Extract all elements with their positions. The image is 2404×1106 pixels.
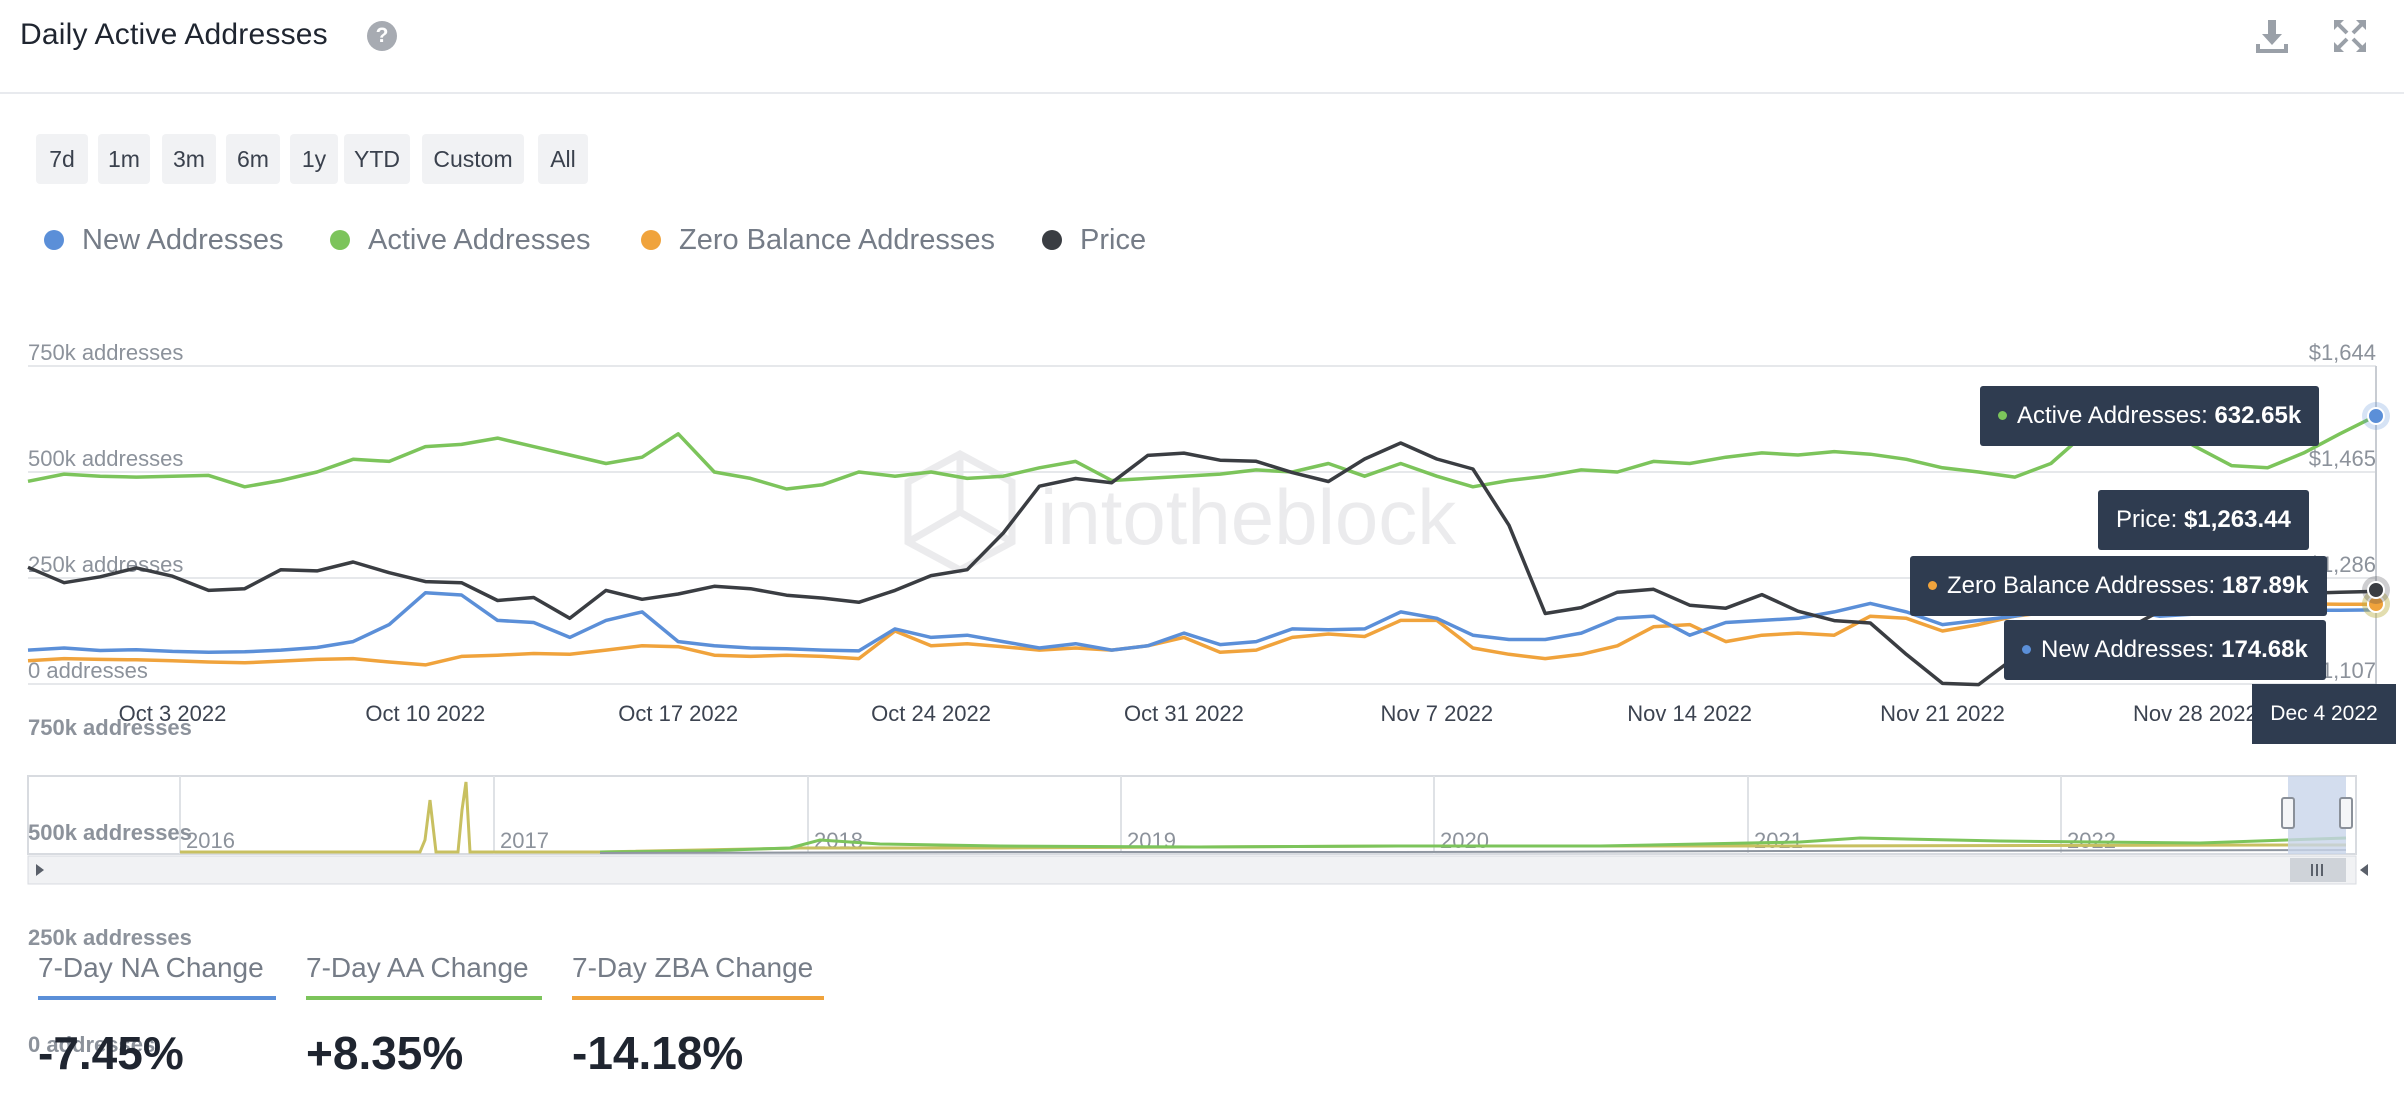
navigator-year-label: 2019 xyxy=(1127,828,1176,853)
tooltip-value: 174.68k xyxy=(2221,636,2308,663)
range-custom-button[interactable]: Custom xyxy=(422,134,524,184)
navigator-series-active xyxy=(599,836,2347,854)
range-6m-button[interactable]: 6m xyxy=(226,134,280,184)
navigator-scrollbar-track xyxy=(27,855,2357,885)
navigator-y-label: 500k addresses xyxy=(28,820,192,845)
legend-zero-balance-addresses[interactable]: Zero Balance Addresses xyxy=(641,224,995,257)
tooltip-dot-icon xyxy=(2022,645,2031,654)
tooltip-value: 187.89k xyxy=(2221,572,2309,599)
navigator-y-label: 0 addresses xyxy=(28,1032,155,1057)
range-ytd-button[interactable]: YTD xyxy=(344,134,410,184)
y-left-tick-label: 750k addresses xyxy=(28,340,183,365)
legend-label: Active Addresses xyxy=(368,224,591,256)
x-tick-label: Oct 31 2022 xyxy=(1124,701,1244,726)
legend-dot-icon xyxy=(330,230,350,250)
tooltip-active-addresses: Active Addresses: 632.65k xyxy=(1980,386,2320,446)
y-left-tick-label: 500k addresses xyxy=(28,446,183,471)
legend-dot-icon xyxy=(641,230,661,250)
marker-point xyxy=(2367,407,2385,425)
stat-zba-change: 7-Day ZBA Change -14.18% xyxy=(572,952,824,1080)
fullscreen-icon[interactable] xyxy=(2328,14,2372,58)
hover-markers xyxy=(2362,366,2390,684)
range-1m-button[interactable]: 1m xyxy=(98,134,150,184)
tooltip-label: New Addresses: xyxy=(2041,636,2215,663)
x-tick-label: Nov 21 2022 xyxy=(1880,701,2005,726)
series-line-zero-balance-addresses xyxy=(27,600,2376,667)
tooltip-label: Zero Balance Addresses: xyxy=(1947,572,2216,599)
series-line-active-addresses xyxy=(27,414,2377,491)
legend-label: Zero Balance Addresses xyxy=(679,224,995,256)
tooltip-zero-balance: Zero Balance Addresses: 187.89k xyxy=(1910,556,2327,616)
stat-aa-change: 7-Day AA Change +8.35% xyxy=(306,952,542,1080)
tooltip-dot-icon xyxy=(1998,411,2007,420)
stat-na-change: 7-Day NA Change -7.45% xyxy=(38,952,276,1080)
tooltip-label: Price: xyxy=(2116,506,2178,533)
navigator-year-label: 2017 xyxy=(500,828,549,853)
legend-label: New Addresses xyxy=(82,224,284,256)
intotheblock-watermark-logo: intotheblock xyxy=(904,450,1457,574)
x-tick-label: Nov 7 2022 xyxy=(1381,701,1494,726)
stat-value: +8.35% xyxy=(306,1027,464,1079)
series-lines xyxy=(27,414,2377,687)
x-tick-label: Oct 3 2022 xyxy=(119,701,227,726)
stat-label: 7-Day AA Change xyxy=(306,952,542,1000)
stat-value: -7.45% xyxy=(38,1027,184,1079)
series-line-new-addresses xyxy=(27,591,2377,654)
legend-price[interactable]: Price xyxy=(1042,224,1146,257)
x-tick-label: Oct 17 2022 xyxy=(618,701,738,726)
navigator-right-handle-icon xyxy=(2339,797,2353,829)
tooltip-label: Active Addresses: xyxy=(2017,402,2208,429)
range-3m-button[interactable]: 3m xyxy=(162,134,216,184)
navigator-selection xyxy=(2288,776,2346,854)
marker-point xyxy=(2367,581,2385,599)
range-all-button[interactable]: All xyxy=(538,134,588,184)
legend-dot-icon xyxy=(1042,230,1062,250)
legend-dot-icon xyxy=(44,230,64,250)
chart-title: Daily Active Addresses xyxy=(20,18,328,51)
y-right-tick-label: $1,644 xyxy=(2309,340,2376,365)
x-tick-label: Oct 10 2022 xyxy=(365,701,485,726)
legend-new-addresses[interactable]: New Addresses xyxy=(44,224,284,257)
navigator[interactable]: 750k addresses 500k addresses 250k address… xyxy=(27,715,2368,1057)
x-axis: Oct 3 2022 Oct 10 2022 Oct 17 2022 Oct 24 2… xyxy=(119,701,2258,726)
navigator-year-label: 2021 xyxy=(1754,828,1803,853)
navigator-y-label: 250k addresses xyxy=(28,925,192,950)
scroll-left-arrow-icon xyxy=(36,864,44,876)
legend-active-addresses[interactable]: Active Addresses xyxy=(330,224,590,257)
help-icon[interactable]: ? xyxy=(367,21,397,51)
download-icon[interactable] xyxy=(2250,14,2294,58)
stat-label: 7-Day ZBA Change xyxy=(572,952,824,1000)
chart-header: Daily Active Addresses ? xyxy=(0,0,2404,94)
navigator-left-handle-icon xyxy=(2281,797,2295,829)
navigator-year-label: 2020 xyxy=(1440,828,1489,853)
series-line-price xyxy=(27,441,2377,687)
tooltip-date: Dec 4 2022 xyxy=(2252,684,2396,744)
navigator-y-label: 750k addresses xyxy=(28,715,192,740)
x-tick-label: Nov 14 2022 xyxy=(1627,701,1752,726)
tooltip-value: 632.65k xyxy=(2214,402,2302,429)
tooltip-price: Price: $1,263.44 xyxy=(2098,490,2309,550)
y-right-tick-label: $1,465 xyxy=(2309,446,2376,471)
legend-label: Price xyxy=(1080,224,1147,256)
tooltip-value: $1,263.44 xyxy=(2184,506,2291,533)
navigator-series-price xyxy=(599,849,2347,854)
x-tick-label: Oct 24 2022 xyxy=(871,701,991,726)
tooltip-dot-icon xyxy=(1928,581,1937,590)
y-left-tick-label: 0 addresses xyxy=(28,658,148,683)
tooltip-new-addresses: New Addresses: 174.68k xyxy=(2004,620,2326,680)
scroll-right-arrow-icon xyxy=(2360,864,2368,876)
navigator-year-label: 2016 xyxy=(186,828,235,853)
stat-value: -14.18% xyxy=(572,1027,744,1079)
range-1y-button[interactable]: 1y xyxy=(290,134,338,184)
range-7d-button[interactable]: 7d xyxy=(36,134,88,184)
x-tick-label: Nov 28 2022 xyxy=(2133,701,2258,726)
stat-label: 7-Day NA Change xyxy=(38,952,276,1000)
watermark-text: intotheblock xyxy=(1040,473,1457,561)
